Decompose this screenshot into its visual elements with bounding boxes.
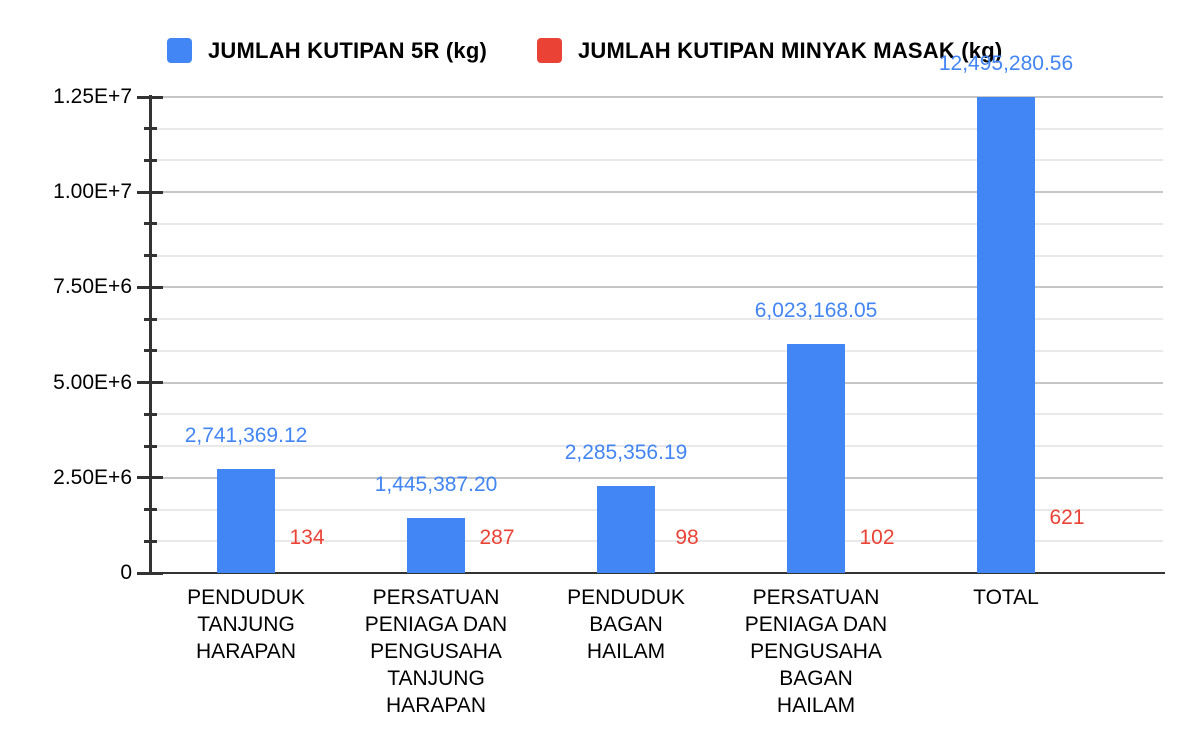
gridline-major <box>148 96 1163 98</box>
legend-swatch-minyak-icon <box>537 38 562 63</box>
y-axis-label: 0 <box>120 561 132 584</box>
x-category-label: PENDUDUK TANJUNG HARAPAN <box>187 586 305 663</box>
bar-value-label-5r: 2,285,356.19 <box>564 440 688 464</box>
y-axis-label: 1.25E+7 <box>53 85 132 108</box>
bar-value-label-minyak: 102 <box>859 526 895 549</box>
gridline-minor <box>148 413 1163 416</box>
x-axis-line <box>148 571 1165 574</box>
gridline-minor <box>148 508 1163 511</box>
x-category-label: PERSATUAN PENIAGA DAN PENGUSAHA BAGAN HA… <box>744 586 888 717</box>
y-axis-line <box>149 95 152 575</box>
bar-5r <box>787 343 845 573</box>
gridline-major <box>148 286 1163 289</box>
gridline-major <box>148 191 1163 194</box>
y-axis-label: 5.00E+6 <box>53 370 132 394</box>
gridline-minor <box>148 254 1163 257</box>
x-category-label: PERSATUAN PENIAGA DAN PENGUSAHA TANJUNG … <box>364 586 508 717</box>
y-axis-label: 1.00E+7 <box>53 180 132 204</box>
bar-5r <box>597 485 655 573</box>
gridline-major <box>148 381 1163 384</box>
legend-swatch-5r-icon <box>167 38 192 63</box>
gridline-minor <box>148 159 1163 162</box>
bar-5r <box>217 468 275 573</box>
legend-label-minyak: JUMLAH KUTIPAN MINYAK MASAK (kg) <box>578 37 1003 63</box>
bar-value-label-minyak: 287 <box>479 526 515 549</box>
y-axis-label: 2.50E+6 <box>53 465 132 489</box>
gridline-minor <box>148 445 1163 448</box>
gridline-minor <box>148 127 1163 130</box>
bar-5r <box>407 517 465 573</box>
x-category-label: PENDUDUK BAGAN HAILAM <box>567 586 685 663</box>
chart-legend: JUMLAH KUTIPAN 5R (kg) JUMLAH KUTIPAN MI… <box>0 0 1200 80</box>
y-axis-label: 7.50E+6 <box>53 275 132 299</box>
bar-value-label-5r: 6,023,168.05 <box>754 298 878 322</box>
gridline-major <box>148 476 1163 479</box>
legend-item-minyak: JUMLAH KUTIPAN MINYAK MASAK (kg) <box>537 38 1002 63</box>
gridline-minor <box>148 349 1163 352</box>
gridline-minor <box>148 540 1163 543</box>
bar-5r <box>977 97 1035 573</box>
x-category-label: TOTAL <box>973 586 1039 609</box>
bar-value-label-minyak: 621 <box>1049 506 1085 529</box>
bar-value-label-5r: 12,495,280.56 <box>938 52 1074 76</box>
legend-label-5r: JUMLAH KUTIPAN 5R (kg) <box>208 37 487 63</box>
bar-value-label-5r: 1,445,387.20 <box>374 472 498 496</box>
legend-item-5r: JUMLAH KUTIPAN 5R (kg) <box>167 38 487 63</box>
bar-value-label-5r: 2,741,369.12 <box>184 423 308 447</box>
bar-value-label-minyak: 134 <box>289 526 325 549</box>
gridline-minor <box>148 318 1163 321</box>
bar-value-label-minyak: 98 <box>675 526 699 549</box>
gridline-minor <box>148 222 1163 225</box>
